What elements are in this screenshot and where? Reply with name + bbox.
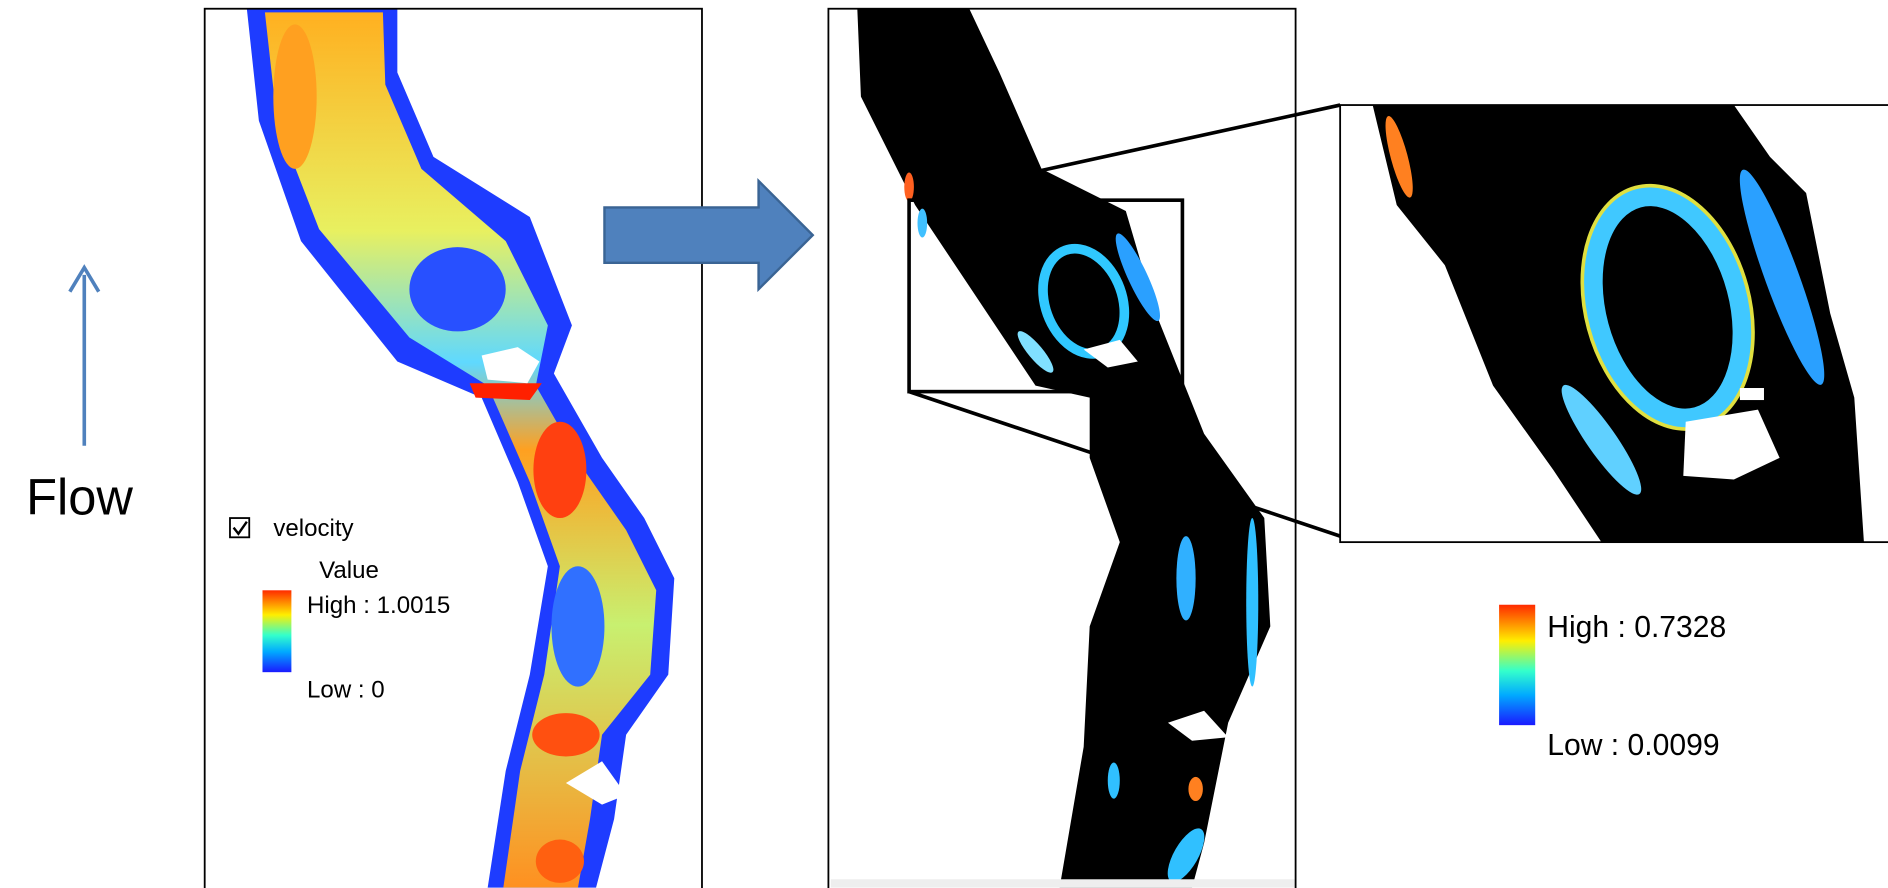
legend-low: Low : 0.0099 (1547, 729, 1719, 762)
flow-arrow (68, 264, 101, 446)
left-map (246, 8, 675, 888)
right-frame (827, 7, 1297, 888)
legend-high: High : 1.0015 (307, 592, 450, 619)
legend-layer: velocity (273, 515, 353, 542)
legend-high: High : 0.7328 (1547, 611, 1726, 644)
zoom-line (908, 389, 1341, 538)
zoom-box (907, 198, 1185, 394)
right-map (830, 8, 1296, 888)
flow-label: Flow (26, 468, 133, 525)
inset-frame (1339, 104, 1888, 544)
left-legend (229, 517, 292, 673)
zoom-line (1037, 103, 1341, 174)
legend-title: Value (319, 557, 379, 584)
transform-arrow (603, 178, 815, 293)
left-frame (203, 7, 703, 888)
legend-low: Low : 0 (307, 676, 385, 703)
zoom-inset (1340, 105, 1888, 543)
legend-ramp (1499, 604, 1536, 726)
